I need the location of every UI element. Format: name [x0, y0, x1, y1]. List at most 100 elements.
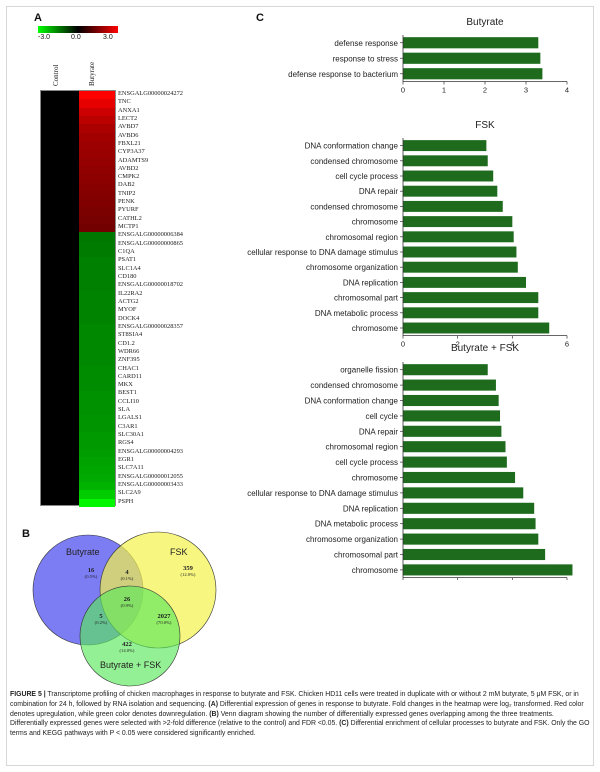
- chart-title: Butyrate: [466, 17, 504, 28]
- heatmap-cell: [79, 373, 115, 383]
- x-tick-label: 1: [442, 86, 446, 95]
- heatmap-cell: [79, 457, 115, 466]
- venn-count: 422: [122, 641, 132, 648]
- venn-region-all: 26 (0.9%): [112, 596, 142, 609]
- gene-label: ACTG2: [118, 297, 139, 305]
- heatmap-cell: [79, 99, 115, 108]
- heatmap-cell: [79, 357, 115, 366]
- gene-label: CHAC1: [118, 364, 139, 372]
- gene-label: DOCK4: [118, 314, 140, 322]
- x-tick-label: 2: [483, 86, 487, 95]
- venn-label-fsk: FSK: [170, 547, 188, 557]
- caption-a: (A): [208, 700, 218, 708]
- gene-label: EGR1: [118, 456, 134, 464]
- gene-label: PSPH: [118, 497, 134, 505]
- gene-label: PSAT1: [118, 256, 137, 264]
- category-label: cell cycle process: [335, 172, 398, 181]
- category-label: cellular response to DNA damage stimulus: [247, 248, 398, 257]
- category-label: chromosomal part: [334, 294, 399, 303]
- venn-count: 359: [183, 565, 193, 572]
- gene-label: CATHL2: [118, 214, 142, 222]
- panel-a-label: A: [34, 12, 42, 24]
- gene-label: CMPK2: [118, 173, 140, 181]
- venn-region-fsk-combo: 2027 (70.0%): [146, 613, 182, 626]
- heatmap-cell: [79, 423, 115, 433]
- gene-label: SLA: [118, 406, 131, 414]
- gene-label: RGS4: [118, 439, 134, 447]
- x-tick-label: 3: [524, 86, 528, 95]
- heatmap-cell: [79, 365, 115, 375]
- caption-text-3: Venn diagram showing the number of diffe…: [10, 710, 554, 728]
- heatmap-cell: [79, 465, 115, 474]
- gene-label: BEST1: [118, 389, 137, 397]
- gene-label: TNC: [118, 98, 131, 106]
- heatmap-cell: [79, 448, 115, 458]
- heatmap-cell: [79, 165, 115, 175]
- venn-pct: (0.1%): [120, 575, 134, 581]
- caption-text-4: Differential enrichment of cellular proc…: [10, 720, 590, 738]
- bar: [403, 456, 507, 468]
- bar: [403, 425, 502, 437]
- venn-label-butyrate: Butyrate: [66, 547, 100, 557]
- heatmap-cell: [79, 340, 115, 350]
- gene-label: FBXL21: [118, 139, 141, 147]
- gene-label: ENSGALG00000003433: [118, 481, 183, 488]
- gene-label: AVBD7: [118, 123, 139, 131]
- category-label: DNA metabolic process: [315, 520, 398, 529]
- gene-label: AVBD2: [118, 164, 139, 172]
- heatmap-cell: [79, 240, 115, 250]
- bar: [403, 307, 539, 319]
- category-label: DNA repair: [359, 187, 398, 196]
- gene-label: PENK: [118, 198, 135, 206]
- category-label: defense response: [334, 39, 398, 48]
- bar: [403, 140, 487, 152]
- heatmap-cell: [79, 199, 115, 208]
- gene-label: CCLI10: [118, 397, 139, 405]
- category-label: chromosomal region: [326, 443, 398, 452]
- venn-circle-combo: [79, 585, 181, 687]
- heatmap-cell: [79, 299, 115, 308]
- category-label: defense response to bacterium: [288, 70, 398, 79]
- gene-label: IL22RA2: [118, 289, 143, 297]
- x-tick-label: 2: [456, 340, 460, 349]
- heatmap-cell: [79, 290, 115, 300]
- gene-label: ADAMTS9: [118, 156, 149, 164]
- heatmap-cell: [79, 91, 115, 100]
- venn-label-combo: Butyrate + FSK: [100, 660, 162, 670]
- bar: [403, 379, 496, 391]
- venn-pct: (14.0%): [119, 647, 135, 653]
- bar: [403, 170, 494, 182]
- heatmap-column-control: [41, 91, 79, 505]
- venn-region-butyrate-fsk: 4 (0.1%): [112, 569, 142, 582]
- gene-label: SLC30A1: [118, 431, 144, 439]
- venn-count: 16: [87, 567, 95, 574]
- figure-frame: [6, 6, 594, 766]
- heatmap-cell: [79, 249, 115, 258]
- bar: [403, 471, 516, 484]
- venn-count: 2027: [157, 613, 171, 620]
- venn-pct: (0.9%): [120, 602, 134, 608]
- venn-region-butyrate-combo: 5 (0.2%): [86, 613, 116, 626]
- x-tick-label: 0: [401, 86, 405, 95]
- venn-count: 26: [123, 596, 131, 603]
- chart-title: Butyrate + FSK: [451, 343, 519, 354]
- category-label: condensed chromosome: [310, 202, 398, 211]
- heatmap-cell: [79, 224, 115, 233]
- gene-label: ENSGALG00000028357: [118, 322, 183, 330]
- scale-max-label: 3.0: [103, 34, 113, 41]
- gene-label: ENSGALG00000024272: [118, 89, 183, 97]
- category-label: DNA conformation change: [305, 142, 399, 151]
- bar: [403, 155, 488, 167]
- venn-diagram: [32, 531, 217, 687]
- bar: [403, 261, 518, 273]
- category-label: chromosome: [352, 566, 399, 575]
- category-label: DNA metabolic process: [315, 309, 398, 318]
- bar: [403, 185, 498, 197]
- heatmap-cell: [79, 190, 115, 200]
- column-label-control: Control: [52, 64, 60, 86]
- heatmap-cell: [79, 182, 115, 192]
- category-label: cell cycle process: [335, 458, 398, 467]
- heatmap-cell: [79, 415, 115, 425]
- heatmap-cell: [79, 398, 115, 408]
- gene-label: SLC1A4: [118, 264, 141, 272]
